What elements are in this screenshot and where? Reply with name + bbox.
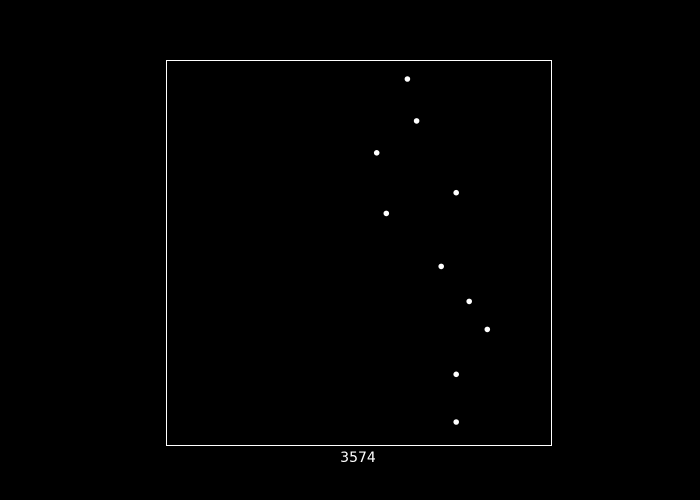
data-points <box>373 76 491 425</box>
data-point-10 <box>453 419 460 425</box>
data-point-9 <box>453 371 460 378</box>
data-point-2 <box>413 118 420 124</box>
x-axis-label: 3574 <box>340 450 376 466</box>
data-point-3 <box>373 150 380 156</box>
data-point-1 <box>404 76 411 82</box>
data-point-6 <box>438 263 445 270</box>
data-point-4 <box>453 189 460 196</box>
data-point-8 <box>484 326 491 333</box>
plot-frame <box>166 60 552 446</box>
data-point-5 <box>383 210 390 217</box>
data-point-7 <box>466 298 473 305</box>
